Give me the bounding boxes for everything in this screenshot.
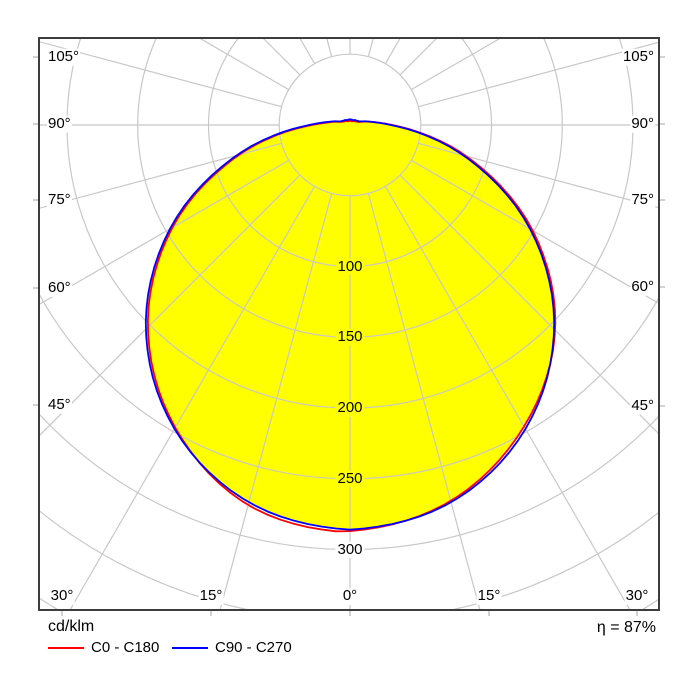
legend-entry-c0-c180: C0 - C180 [48, 639, 160, 656]
red-line-swatch-icon [48, 646, 84, 649]
units-label: cd/klm [48, 618, 95, 635]
blue-line-swatch-icon [172, 646, 208, 649]
legend-label-c0-c180: C0 - C180 [91, 639, 160, 656]
legend-entry-c90-c270: C90 - C270 [172, 639, 292, 656]
efficiency-label: η = 87% [596, 619, 656, 636]
legend-label-c90-c270: C90 - C270 [215, 639, 292, 656]
